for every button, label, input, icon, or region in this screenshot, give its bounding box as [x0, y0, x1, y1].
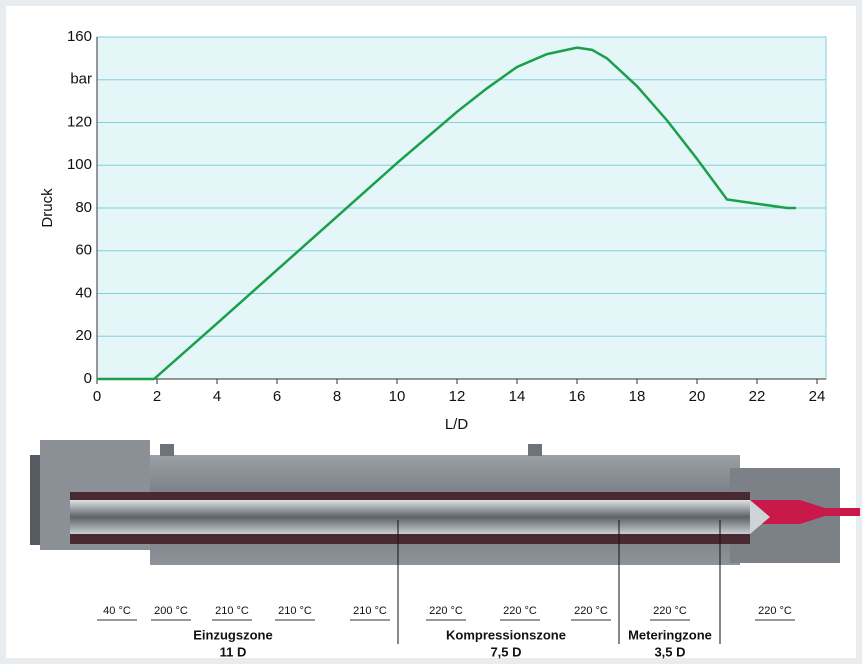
x-tick-label: 24 — [809, 388, 826, 405]
x-tick-label: 2 — [153, 388, 161, 405]
x-tick-label: 6 — [273, 388, 281, 405]
y-tick-label: 120 — [67, 113, 92, 130]
zone-length: 7,5 D — [490, 644, 521, 659]
y-tick-label: 60 — [75, 242, 92, 259]
temperature-label: 220 °C — [758, 605, 792, 617]
y-tick-label: 40 — [75, 284, 92, 301]
temperature-label: 220 °C — [503, 605, 537, 617]
temperature-label: 210 °C — [278, 605, 312, 617]
x-tick-label: 22 — [749, 388, 766, 405]
x-tick-label: 16 — [569, 388, 586, 405]
y-tick-label: 80 — [75, 199, 92, 216]
x-tick-label: 12 — [449, 388, 466, 405]
zone-length: 11 D — [220, 644, 247, 659]
temperature-label: 220 °C — [429, 605, 463, 617]
x-tick-label: 18 — [629, 388, 646, 405]
temperature-label: 220 °C — [653, 605, 687, 617]
x-axis-label: L/D — [445, 416, 469, 433]
x-tick-label: 0 — [93, 388, 101, 405]
y-tick-label: bar — [70, 71, 92, 88]
y-tick-label: 100 — [67, 156, 92, 173]
y-tick-label: 20 — [75, 327, 92, 344]
temperature-label: 200 °C — [154, 605, 188, 617]
y-axis-label: Druck — [39, 188, 56, 228]
zone-name: Meteringzone — [628, 627, 712, 642]
temperature-label: 210 °C — [215, 605, 249, 617]
machine-illustration — [30, 440, 860, 565]
x-tick-label: 4 — [213, 388, 221, 405]
temperature-label: 210 °C — [353, 605, 387, 617]
x-tick-label: 10 — [389, 388, 406, 405]
y-tick-label: 160 — [67, 28, 92, 45]
x-tick-label: 8 — [333, 388, 341, 405]
y-tick-label: 0 — [84, 370, 92, 387]
figure: 020406080100120bar1600246810121416182022… — [0, 0, 862, 664]
zone-name: Einzugszone — [193, 627, 272, 642]
temperature-label: 220 °C — [574, 605, 608, 617]
zone-name: Kompressionszone — [446, 627, 566, 642]
temperature-label: 40 °C — [103, 605, 131, 617]
x-tick-label: 14 — [509, 388, 526, 405]
zone-length: 3,5 D — [654, 644, 685, 659]
x-tick-label: 20 — [689, 388, 706, 405]
